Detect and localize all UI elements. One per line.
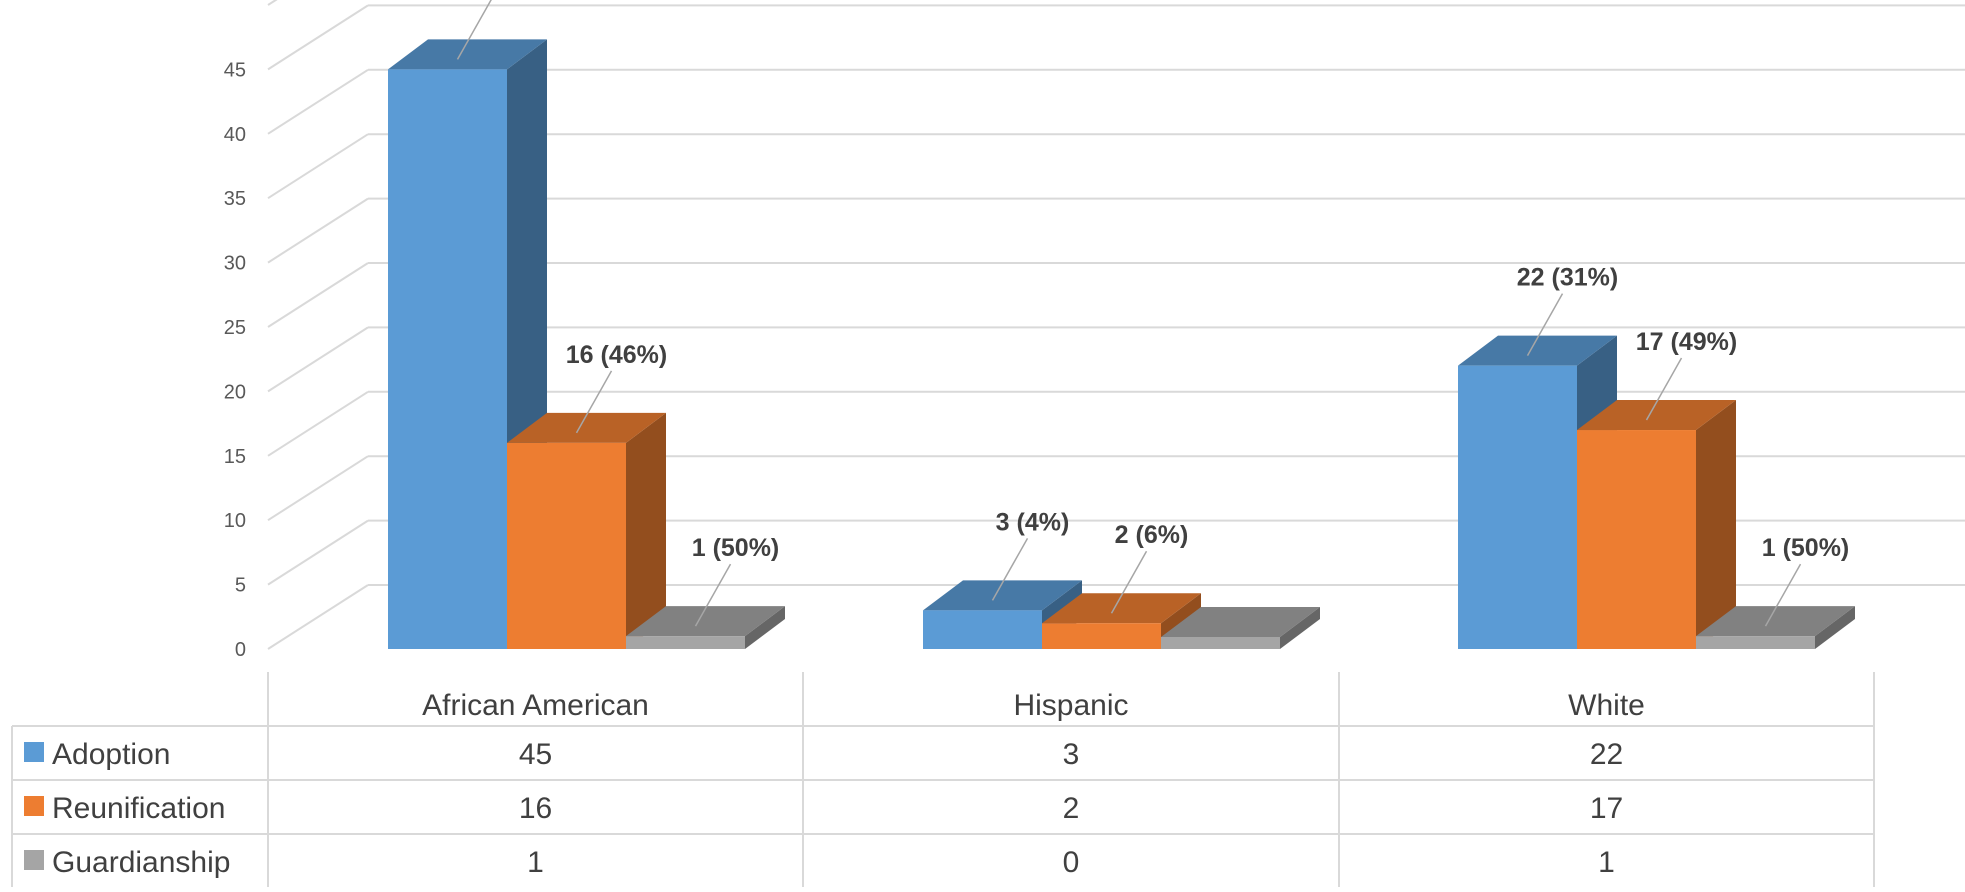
data-label: 22 (31%)	[1517, 264, 1618, 292]
data-label: 17 (49%)	[1636, 328, 1737, 356]
bar-top	[1696, 606, 1855, 637]
gridline-side	[267, 0, 278, 6]
legend-label: Guardianship	[52, 846, 230, 879]
table-cell-value: 2	[1063, 792, 1080, 825]
gridline-side	[267, 133, 369, 200]
bar-side	[1815, 606, 1855, 649]
leader-line	[1110, 550, 1148, 614]
y-tick-label: 40	[224, 124, 246, 146]
data-label: 3 (4%)	[996, 508, 1070, 536]
leader-line	[1764, 563, 1802, 627]
leader-line	[991, 537, 1029, 601]
bar-guardianship	[626, 606, 785, 649]
bar-side	[626, 412, 666, 649]
bar-top	[923, 580, 1082, 611]
x-tick-label: White	[1568, 689, 1645, 722]
y-tick-label: 30	[224, 253, 246, 275]
y-tick-label: 20	[224, 381, 246, 403]
bar-front	[923, 610, 1042, 649]
bar-top	[1577, 400, 1736, 431]
data-label: 1 (50%)	[1762, 534, 1850, 562]
y-axis: 0 5 10 15 20 25 30 35 40 45	[224, 59, 246, 661]
leader-line	[456, 0, 492, 60]
gridline-side	[267, 455, 369, 522]
gridline-side	[267, 68, 369, 135]
bar-front	[1696, 636, 1815, 649]
leader-line	[1645, 357, 1683, 421]
bar-reunification	[507, 412, 666, 649]
bar-front	[507, 442, 626, 649]
legend-label: Adoption	[52, 738, 170, 771]
bars	[388, 39, 1855, 649]
x-tick-label: Hispanic	[1013, 689, 1128, 722]
bar-guardianship	[1161, 607, 1320, 649]
gridline-side	[267, 197, 369, 264]
table-cell-value: 0	[1063, 846, 1080, 879]
gridline-side	[267, 390, 369, 457]
gridline-side	[267, 584, 369, 650]
data-label: 2 (6%)	[1115, 521, 1189, 549]
bar-guardianship	[1696, 606, 1855, 649]
bar-reunification	[1042, 593, 1201, 649]
table-cell-value: 45	[519, 738, 552, 771]
bar-front	[1577, 430, 1696, 649]
x-tick-label: African American	[422, 689, 649, 722]
data-labels: 45 (63%)16 (46%)1 (50%)3 (4%)2 (6%)22 (3…	[456, 0, 1850, 627]
bar-front	[1458, 365, 1577, 649]
data-label: 1 (50%)	[692, 534, 780, 562]
gridline-side	[267, 4, 369, 71]
y-tick-label: 0	[235, 639, 246, 661]
bar-top	[388, 39, 547, 70]
table-cell-value: 16	[519, 792, 552, 825]
bar-side	[1280, 607, 1320, 649]
legend-label: Reunification	[52, 792, 225, 825]
data-label: 16 (46%)	[566, 341, 667, 369]
table-cell-value: 1	[527, 846, 544, 879]
bar-side	[1696, 400, 1736, 649]
legend-swatch	[24, 850, 44, 870]
y-tick-label: 10	[224, 510, 246, 532]
gridline-side	[267, 326, 369, 393]
legend-swatch	[24, 742, 44, 762]
table-cell-value: 22	[1590, 738, 1623, 771]
y-tick-label: 15	[224, 446, 246, 468]
y-tick-label: 45	[224, 59, 246, 81]
y-tick-label: 5	[235, 575, 246, 597]
bar-reunification	[1577, 400, 1736, 649]
bar-front	[1161, 637, 1280, 649]
y-tick-label: 35	[224, 188, 246, 210]
gridline-side	[267, 262, 369, 328]
bar-front	[626, 636, 745, 649]
bar-top	[507, 412, 666, 443]
table-cell-value: 17	[1590, 792, 1623, 825]
legend-swatch	[24, 796, 44, 816]
leader-line	[694, 563, 732, 627]
bar-side	[745, 606, 785, 649]
table-cell-value: 1	[1598, 846, 1615, 879]
bar-top	[626, 606, 785, 637]
bar-top	[1042, 593, 1201, 624]
leader-line	[575, 370, 613, 434]
y-tick-label: 25	[224, 317, 246, 339]
bar-top	[1458, 335, 1617, 366]
bar-front	[1042, 623, 1161, 649]
leader-line	[1526, 293, 1564, 357]
data-table: African American Hispanic White Adoption 45 3…	[11, 672, 1875, 887]
bar-front	[388, 69, 507, 649]
bar-top	[1161, 607, 1320, 637]
table-cell-value: 3	[1063, 738, 1080, 771]
gridline-side	[267, 519, 369, 586]
